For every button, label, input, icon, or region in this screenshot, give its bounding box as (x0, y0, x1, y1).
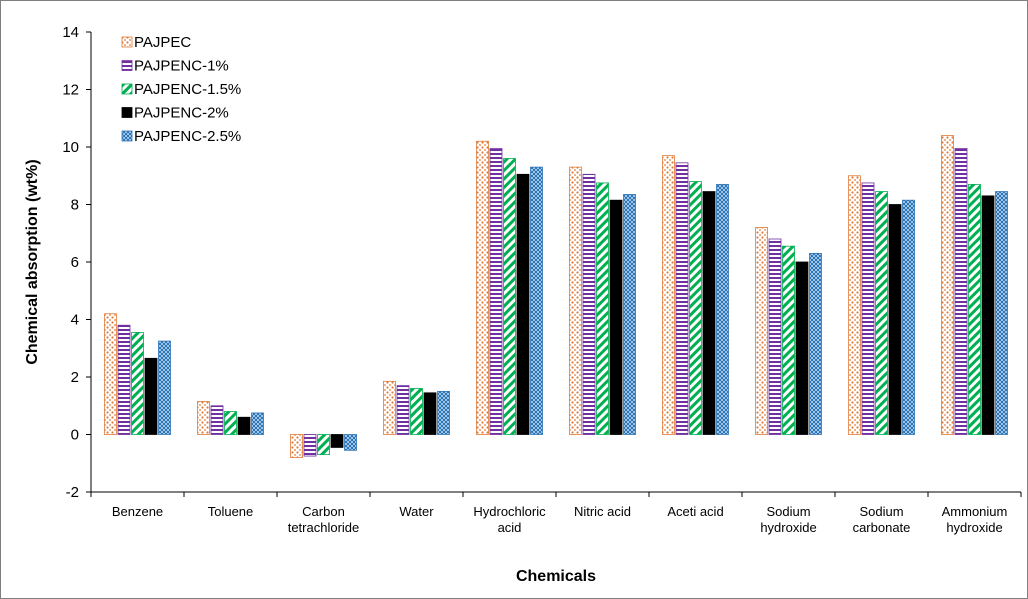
bar (476, 140, 489, 435)
legend: PAJPEC PAJPENC-1% PAJPENC-1.5% PAJPENC-2% PA… (121, 34, 241, 145)
y-tick-label: 4 (71, 312, 79, 329)
axes (86, 31, 1022, 497)
bar (569, 166, 582, 435)
bar (596, 182, 609, 435)
bar (117, 324, 131, 435)
bar (516, 173, 530, 435)
bar (582, 173, 596, 435)
legend-label: PAJPEC (134, 34, 191, 51)
bar (755, 227, 768, 435)
x-tick-label: Water (399, 504, 434, 519)
x-tick-label: Benzene (112, 504, 163, 519)
bar (609, 199, 623, 435)
y-axis-title: Chemical absorption (wt%) (24, 159, 41, 364)
bar (675, 162, 689, 435)
bar (330, 434, 344, 448)
y-tick-label: 0 (71, 427, 79, 444)
bar (410, 388, 423, 435)
legend-label: PAJPENC-2% (134, 105, 229, 122)
y-tick-label: 14 (62, 24, 79, 41)
legend-label: PAJPENC-1% (134, 58, 229, 75)
bar (104, 313, 117, 435)
x-tick-label: Toluene (208, 504, 254, 519)
y-tick-label: 8 (71, 197, 79, 214)
bar (716, 183, 729, 435)
y-tick-label: 10 (62, 139, 79, 156)
bar (303, 434, 317, 457)
y-tick-label: 6 (71, 254, 79, 271)
bar (396, 385, 410, 435)
x-tick-label: Aceti acid (667, 504, 723, 519)
bar (144, 357, 158, 435)
bar (224, 411, 237, 435)
bar (861, 182, 875, 435)
bar (941, 135, 954, 435)
bar (768, 238, 782, 435)
bar (251, 412, 264, 435)
bar (437, 390, 450, 435)
bar (530, 166, 543, 435)
bar (489, 148, 503, 435)
bar (795, 261, 809, 435)
bar (210, 405, 224, 435)
y-tick-labels: -2 0 2 4 6 8 10 12 14 (62, 24, 79, 501)
bar (902, 199, 915, 435)
x-tick-label: Sodium carbonate (853, 504, 911, 535)
x-axis-title: Chemicals (516, 568, 596, 585)
x-tick-label: Carbon tetrachloride (288, 504, 360, 535)
bar (623, 194, 636, 435)
y-tick-label: -2 (66, 484, 79, 501)
bar (981, 195, 995, 435)
bar (954, 148, 968, 435)
legend-swatch (121, 60, 133, 71)
y-tick-label: 2 (71, 369, 79, 386)
x-tick-label: Sodium hydroxide (760, 504, 816, 535)
bar (383, 380, 396, 435)
bar (809, 252, 822, 435)
x-tick-labels: Benzene Toluene Carbon tetrachloride Water Hy… (112, 504, 1008, 535)
bar (782, 245, 795, 435)
bar (423, 392, 437, 435)
bar (968, 183, 981, 435)
bar (995, 191, 1008, 435)
legend-swatch (121, 83, 133, 95)
bar (662, 155, 675, 435)
x-tick-label: Ammonium hydroxide (942, 504, 1008, 535)
bar (197, 401, 210, 435)
legend-swatch (121, 36, 133, 48)
bar (344, 434, 357, 451)
bar (131, 332, 144, 435)
bar (848, 175, 861, 435)
bar (702, 191, 716, 435)
y-tick-label: 12 (62, 82, 79, 99)
legend-label: PAJPENC-2.5% (134, 128, 241, 145)
x-tick-label: Nitric acid (574, 504, 631, 519)
x-tick-label: Hydrochloric acid (473, 504, 546, 535)
bar (888, 204, 902, 435)
bar (689, 181, 702, 435)
legend-label: PAJPENC-1.5% (134, 81, 241, 98)
legend-swatch (121, 107, 133, 118)
bar (875, 191, 888, 435)
bar (317, 434, 330, 456)
bar (158, 340, 171, 435)
bar (290, 434, 303, 458)
bars (104, 135, 1008, 458)
legend-swatch (121, 130, 133, 142)
bar (237, 416, 251, 435)
bar (503, 158, 516, 435)
